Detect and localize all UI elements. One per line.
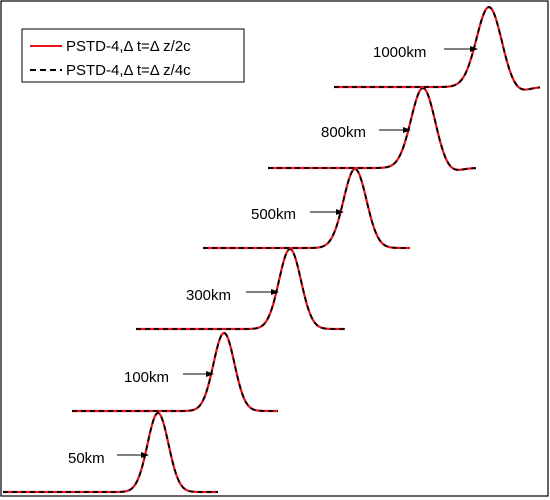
trace-solid-100km (72, 331, 278, 413)
trace-label-800km: 800km (321, 124, 366, 141)
trace-dashed-1000km (334, 6, 541, 91)
trace-label-500km: 500km (251, 206, 296, 223)
trace-dashed-300km (136, 248, 345, 330)
trace-solid-500km (203, 167, 410, 250)
trace-dashed-800km (268, 87, 477, 171)
trace-dashed-100km (72, 332, 278, 412)
trace-dashed-500km (203, 168, 410, 249)
trace-dashed-50km (3, 412, 218, 493)
trace-solid-50km (3, 411, 218, 494)
labels-layer: 50km 100km 300km 500km 800km 1000km (68, 44, 478, 467)
traces-layer (3, 5, 541, 494)
legend-label-solid: PSTD-4,Δ t=Δ z/2c (66, 38, 191, 55)
legend-label-dashed: PSTD-4,Δ t=Δ z/4c (66, 62, 191, 79)
trace-label-100km: 100km (124, 369, 169, 386)
trace-label-300km: 300km (186, 287, 231, 304)
trace-label-1000km: 1000km (373, 44, 426, 61)
trace-solid-1000km (334, 5, 541, 91)
legend-box (21, 28, 245, 83)
legend: PSTD-4,Δ t=Δ z/2c PSTD-4,Δ t=Δ z/4c (21, 28, 245, 83)
trace-label-50km: 50km (68, 450, 105, 467)
trace-solid-300km (136, 247, 345, 331)
